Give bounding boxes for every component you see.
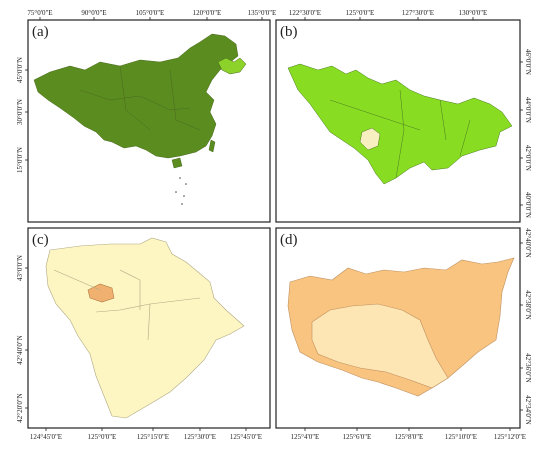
lat-label: 45°0'0"N (16, 57, 24, 83)
lon-label: 125°15'0"E (137, 433, 169, 441)
lon-label: 130°0'0"E (459, 9, 488, 17)
lon-label: 125°30'0"E (184, 433, 216, 441)
panel-frame (275, 227, 521, 429)
lon-label: 105°0'0"E (136, 9, 165, 17)
panel-label: (b) (280, 24, 298, 40)
lon-label: 125°0'0"E (88, 433, 117, 441)
lon-label: 90°0'0"E (81, 9, 106, 17)
lon-label: 124°45'0"E (30, 433, 62, 441)
lat-label: 42°38'0"N (524, 290, 532, 319)
lat-label: 42°40'0"N (524, 228, 532, 257)
lon-label: 135°0'0"E (248, 9, 277, 17)
lon-label: 125°8'0"E (395, 433, 424, 441)
lon-label: 122°30'0"E (289, 9, 321, 17)
panel-frame (27, 19, 271, 223)
lon-label: 125°0'0"E (346, 9, 375, 17)
lat-label: 42°40'0"N (16, 335, 24, 364)
lon-label: 127°30'0"E (402, 9, 434, 17)
lat-label: 42°36'0"N (524, 353, 532, 382)
map-china (33, 33, 247, 169)
lon-label: 125°6'0"E (343, 433, 372, 441)
lat-label: 15°0'0"N (16, 147, 24, 173)
panel-label: (d) (280, 232, 298, 248)
panel-frame (27, 227, 271, 429)
map-district (287, 257, 515, 397)
lon-label: 125°45'0"E (230, 433, 262, 441)
lat-label: 43°0'0"N (16, 255, 24, 281)
panel-label: (a) (32, 24, 49, 40)
lat-label: 46°0'0"N (524, 49, 532, 75)
panel-frame (275, 19, 521, 223)
lat-label: 42°34'0"N (524, 395, 532, 424)
lon-label: 120°0'0"E (193, 9, 222, 17)
islands (175, 177, 187, 205)
lat-label: 42°0'0"N (524, 145, 532, 171)
lon-label: 125°10'0"E (445, 433, 477, 441)
panel-label: (c) (32, 232, 49, 248)
lat-label: 44°0'0"N (524, 97, 532, 123)
map-county (45, 237, 245, 419)
lon-label: 75°0'0"E (27, 9, 52, 17)
lat-label: 40°0'0"N (524, 192, 532, 218)
lon-label: 125°12'0"E (494, 433, 526, 441)
lon-label: 125°4'0"E (291, 433, 320, 441)
map-jilin (287, 63, 513, 185)
lat-label: 30°0'0"N (16, 99, 24, 125)
lat-label: 42°20'0"N (16, 393, 24, 422)
